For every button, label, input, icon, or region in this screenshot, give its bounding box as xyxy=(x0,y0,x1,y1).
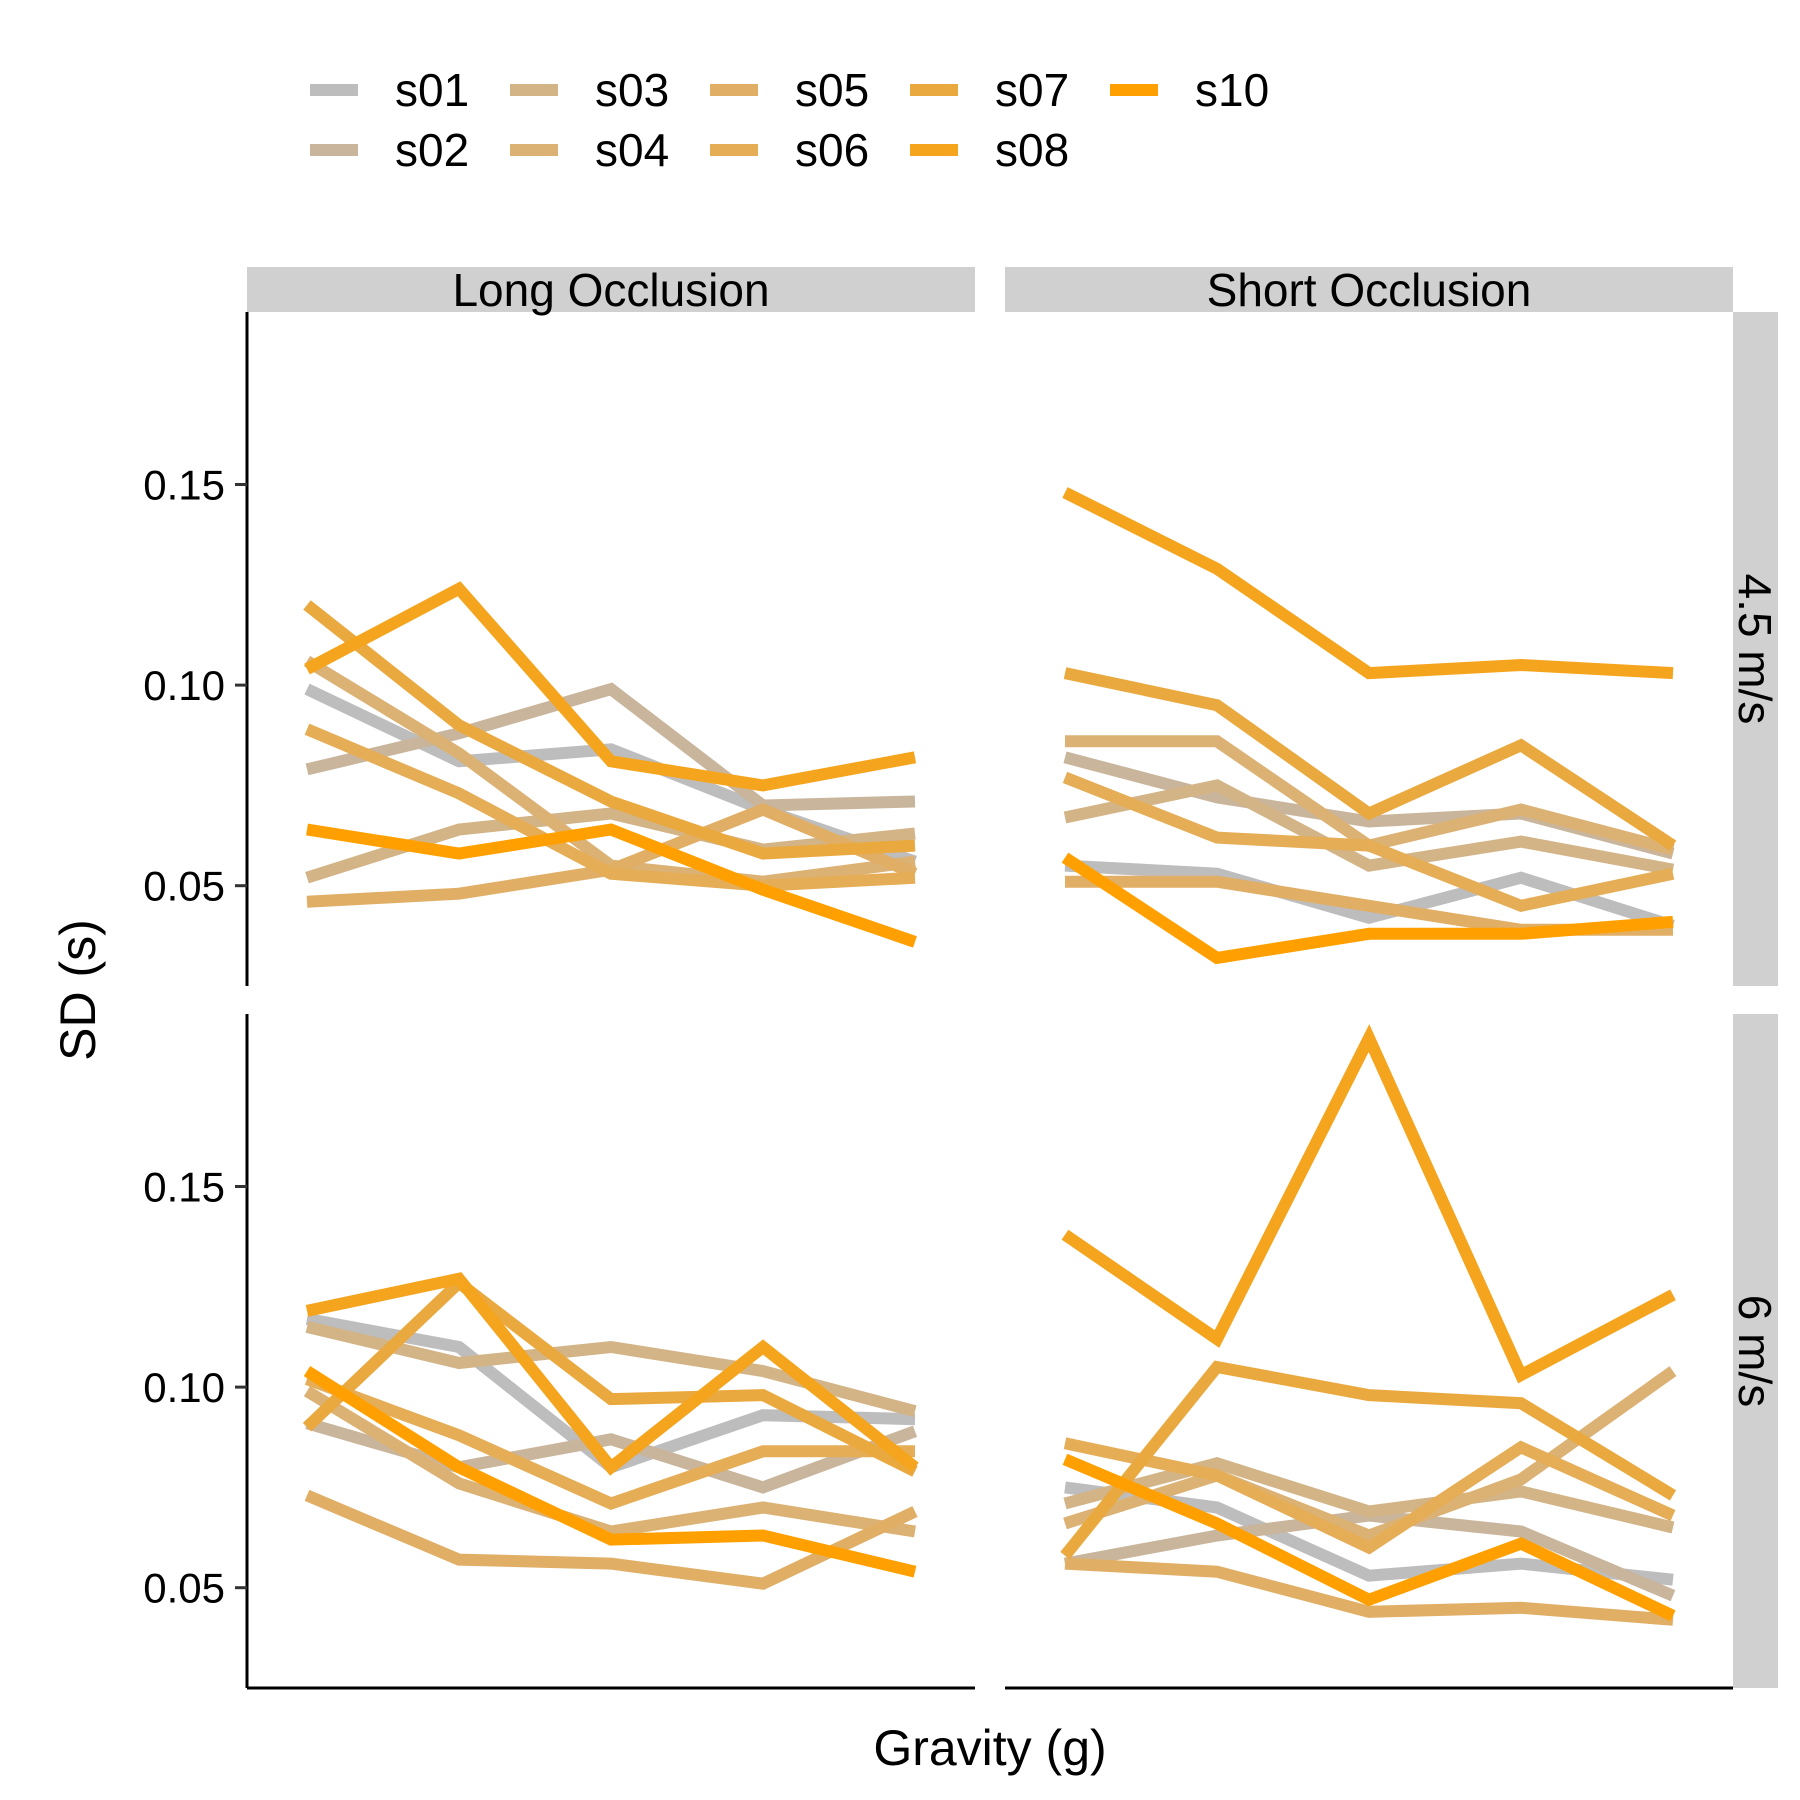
legend-item-s07: s07 xyxy=(910,64,1069,116)
row-strip-label: 4.5 m/s xyxy=(1729,574,1781,725)
series-line-s10 xyxy=(306,823,917,948)
axes: 0.05 0.10 0.15 0.05 0.10 0.15 xyxy=(143,312,1733,1690)
legend-label-s10: s10 xyxy=(1195,64,1269,116)
row-strip-background xyxy=(1733,312,1778,986)
column-strip-short-occlusion: Short Occlusion xyxy=(1005,264,1733,316)
series-line-s03 xyxy=(1063,1457,1675,1534)
series-line-s06 xyxy=(304,1373,915,1510)
series-line-s08 xyxy=(1061,1024,1676,1384)
column-strip-background xyxy=(247,267,975,312)
legend-item-s04: s04 xyxy=(510,124,669,176)
series-line-s05 xyxy=(1064,1557,1674,1626)
y-tick-label: 0.10 xyxy=(143,1364,225,1411)
plot-panels xyxy=(302,487,1677,1626)
column-strip-label: Long Occlusion xyxy=(452,264,769,316)
column-strip-long-occlusion: Long Occlusion xyxy=(247,264,975,316)
legend-label-s04: s04 xyxy=(595,124,669,176)
legend-item-s02: s02 xyxy=(310,124,469,176)
series-line-s10 xyxy=(1061,852,1674,965)
series-line-s05 xyxy=(304,1489,918,1590)
facet-strips: Long Occlusion Short Occlusion 4.5 m/s 6 m/… xyxy=(247,264,1781,1688)
legend-item-s01: s01 xyxy=(310,64,469,116)
panel-lines xyxy=(1060,1024,1677,1626)
series-line-s06 xyxy=(1063,1437,1676,1555)
row-strip-background xyxy=(1733,1014,1778,1688)
legend-label-s03: s03 xyxy=(595,64,669,116)
series-line-s07 xyxy=(303,600,916,860)
column-strip-label: Short Occlusion xyxy=(1207,264,1532,316)
series-line-s07 xyxy=(1060,1360,1677,1560)
panel-short-occlusion-6-m-s xyxy=(1060,1024,1677,1626)
row-strip-label: 6 m/s xyxy=(1729,1295,1781,1407)
row-strip-6-m-s: 6 m/s xyxy=(1729,1014,1781,1688)
legend-item-s05: s05 xyxy=(710,64,869,116)
series-line-s06 xyxy=(304,723,916,892)
legend-label-s08: s08 xyxy=(995,124,1069,176)
legend-label-s01: s01 xyxy=(395,64,469,116)
legend-label-s02: s02 xyxy=(395,124,469,176)
series-line-s02 xyxy=(305,682,916,812)
legend-item-s06: s06 xyxy=(710,124,869,176)
y-tick-label: 0.05 xyxy=(143,1565,225,1612)
panel-short-occlusion-4-5-m-s xyxy=(1061,487,1677,965)
legend-label-s06: s06 xyxy=(795,124,869,176)
series-line-s07 xyxy=(302,1274,918,1477)
series-line-s06 xyxy=(1062,771,1675,913)
panel-long-occlusion-4-5-m-s xyxy=(303,581,918,948)
y-tick-label: 0.15 xyxy=(143,462,225,509)
legend-label-s05: s05 xyxy=(795,64,869,116)
panel-lines xyxy=(303,581,918,948)
series-line-s08 xyxy=(304,581,917,792)
panel-long-occlusion-6-m-s xyxy=(302,1272,919,1590)
row-strip-4-5-m-s: 4.5 m/s xyxy=(1729,312,1781,986)
column-strip-background xyxy=(1005,267,1733,312)
legend-label-s07: s07 xyxy=(995,64,1069,116)
series-line-s07 xyxy=(1063,667,1677,851)
legend-item-s10: s10 xyxy=(1110,64,1269,116)
series-line-s08 xyxy=(305,1272,919,1476)
legend-item-s03: s03 xyxy=(510,64,669,116)
series-line-s04 xyxy=(303,1385,916,1538)
series-line-s04 xyxy=(1063,1366,1677,1542)
y-tick-label: 0.05 xyxy=(143,863,225,910)
series-line-s03 xyxy=(1063,779,1675,876)
y-tick-label: 0.15 xyxy=(143,1164,225,1211)
x-axis-title: Gravity (g) xyxy=(873,1720,1106,1776)
panel-lines xyxy=(302,1272,919,1590)
panel-lines xyxy=(1061,487,1677,965)
series-line-s10 xyxy=(1062,1453,1676,1622)
legend-item-s08: s08 xyxy=(910,124,1069,176)
legend: s01 s02 s03 s04 s05 s06 s07 s08 s10 xyxy=(310,64,1269,176)
y-tick-label: 0.10 xyxy=(143,662,225,709)
series-line-s08 xyxy=(1062,487,1674,680)
series-line-s02 xyxy=(1063,1509,1676,1602)
y-axis-title: SD (s) xyxy=(50,919,106,1061)
series-line-s10 xyxy=(303,1366,917,1578)
